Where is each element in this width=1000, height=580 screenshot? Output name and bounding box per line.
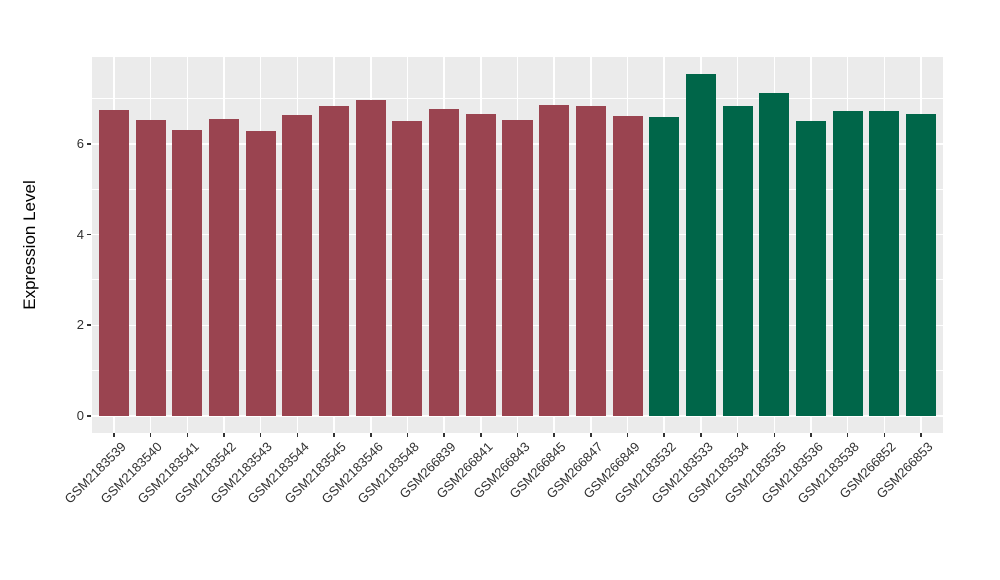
bar-GSM2183548 [392, 120, 423, 416]
y-axis-title: Expression Level [20, 180, 39, 310]
x-tick-mark [626, 433, 629, 437]
bar-GSM266847 [575, 106, 606, 416]
bar-GSM2183544 [282, 114, 313, 416]
y-tick-mark [87, 415, 91, 417]
x-tick-mark [480, 433, 482, 437]
bar-GSM266841 [465, 113, 496, 416]
bar-GSM266849 [612, 115, 643, 416]
x-tick-mark [370, 433, 372, 437]
x-tick-mark [736, 433, 739, 437]
bar-GSM266853 [905, 113, 937, 416]
bar-GSM2183543 [245, 130, 276, 416]
x-tick-mark [553, 433, 555, 437]
y-tick-label: 4 [76, 226, 84, 242]
bar-GSM2183533 [685, 73, 716, 416]
x-tick-mark [883, 433, 886, 437]
y-tick-label: 2 [76, 317, 84, 333]
x-tick-mark [920, 433, 922, 437]
bar-GSM2183539 [98, 109, 130, 416]
bar-GSM2183540 [135, 119, 166, 416]
x-tick-mark [149, 433, 152, 437]
x-tick-mark [223, 433, 225, 437]
bar-GSM2183541 [172, 129, 203, 416]
x-tick-mark [846, 433, 849, 437]
bar-GSM2183536 [795, 121, 826, 416]
y-tick-mark [87, 324, 91, 326]
bar-GSM2183534 [722, 106, 753, 416]
y-tick-label: 6 [76, 135, 84, 151]
x-tick-mark [590, 433, 592, 437]
x-tick-mark [186, 433, 189, 437]
x-tick-mark [516, 433, 519, 437]
bar-GSM266845 [539, 105, 570, 416]
bar-GSM266852 [869, 110, 900, 416]
x-tick-mark [810, 433, 812, 437]
bar-GSM266843 [502, 119, 533, 416]
bar-GSM2183545 [319, 106, 350, 416]
x-tick-mark [443, 433, 445, 437]
x-tick-mark [700, 433, 702, 437]
x-tick-mark [296, 433, 299, 437]
y-tick-label: 0 [76, 407, 84, 423]
x-tick-label: GSM2183539 [61, 439, 129, 507]
bar-GSM2183538 [832, 111, 863, 416]
x-tick-mark [259, 433, 262, 437]
x-tick-mark [333, 433, 335, 437]
bar-GSM2183535 [759, 93, 790, 416]
bar-GSM266839 [429, 109, 460, 416]
y-tick-mark [87, 143, 91, 145]
bar-GSM2183542 [209, 118, 240, 416]
y-tick-mark [87, 233, 91, 236]
x-tick-mark [406, 433, 409, 437]
plot-panel [92, 57, 943, 433]
x-tick-mark [773, 433, 776, 437]
x-tick-mark [113, 433, 115, 437]
bar-GSM2183532 [649, 116, 680, 416]
bar-GSM2183546 [355, 100, 386, 416]
x-tick-mark [663, 433, 665, 437]
